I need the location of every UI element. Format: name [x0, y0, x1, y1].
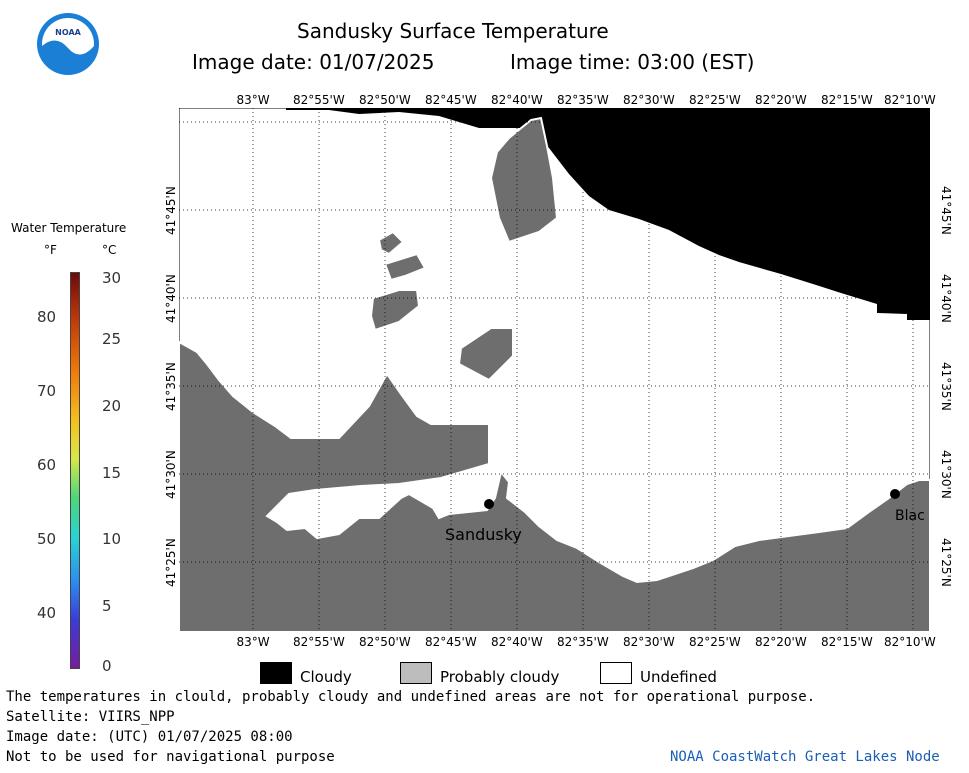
colorbar-f-tick: 70 [37, 382, 57, 400]
satellite-text: Satellite: VIIRS_NPP [6, 709, 175, 725]
page-title: Sandusky Surface Temperature [297, 19, 609, 43]
colorbar-c-tick: 25 [102, 330, 122, 348]
colorbar-f-tick: 80 [37, 308, 57, 326]
lon-label-top: 83°W [236, 93, 270, 107]
colorbar-c-tick: 10 [102, 530, 122, 548]
disclaimer-text: The temperatures in clould, probably clo… [6, 689, 816, 705]
blac-marker [890, 489, 900, 499]
lat-label-right: 41°45'N [939, 185, 953, 235]
colorbar-f-tick: 60 [37, 456, 57, 474]
lon-label-bottom: 82°45'W [425, 635, 477, 649]
lon-label-bottom: 82°25'W [689, 635, 741, 649]
lat-label-right: 41°25'N [939, 537, 953, 587]
lon-label-bottom: 82°15'W [821, 635, 873, 649]
lat-label-right: 41°40'N [939, 273, 953, 323]
lon-label-bottom: 82°40'W [491, 635, 543, 649]
lat-label-left: 41°40'N [164, 273, 178, 323]
lon-label-bottom: 83°W [236, 635, 270, 649]
lon-label-top: 82°20'W [755, 93, 807, 107]
lon-label-top: 82°40'W [491, 93, 543, 107]
legend-label-undefined: Undefined [640, 668, 717, 686]
lon-label-bottom: 82°55'W [293, 635, 345, 649]
lat-label-left: 41°30'N [164, 449, 178, 499]
sandusky-marker [484, 499, 494, 509]
navigation-warning: Not to be used for navigational purpose [6, 749, 335, 765]
colorbar-unit-f: °F [44, 243, 57, 257]
colorbar-f-tick: 50 [37, 530, 57, 548]
lon-label-bottom: 82°50'W [359, 635, 411, 649]
colorbar-c-tick: 30 [102, 269, 122, 287]
colorbar-c-tick: 15 [102, 464, 122, 482]
legend-label-cloudy: Cloudy [300, 668, 352, 686]
probably-cloud-patch [457, 327, 514, 382]
place-label-sandusky: Sandusky [445, 525, 522, 544]
lat-label-right: 41°30'N [939, 449, 953, 499]
place-label-blac: Blac [895, 508, 925, 524]
colorbar [70, 272, 80, 669]
colorbar-f-tick: 40 [37, 604, 57, 622]
lon-label-bottom: 82°35'W [557, 635, 609, 649]
colorbar-c-tick: 20 [102, 397, 122, 415]
image-date-label: Image date: 01/07/2025 [192, 50, 435, 74]
utc-date-text: Image date: (UTC) 01/07/2025 08:00 [6, 729, 293, 745]
lat-label-left: 41°35'N [164, 361, 178, 411]
lon-label-top: 82°15'W [821, 93, 873, 107]
legend-swatch-undefined [600, 662, 632, 684]
lon-label-bottom: 82°10'W [884, 635, 936, 649]
legend-label-probably-cloudy: Probably cloudy [440, 668, 560, 686]
noaa-logo: NOAA [36, 12, 100, 76]
colorbar-unit-c: °C [102, 243, 117, 257]
graticule [179, 108, 930, 632]
colorbar-c-tick: 5 [102, 597, 112, 615]
image-time-label: Image time: 03:00 (EST) [510, 50, 755, 74]
credit-link[interactable]: NOAA CoastWatch Great Lakes Node [670, 749, 940, 765]
map: Sandusky Blac [179, 108, 930, 632]
lat-label-left: 41°25'N [164, 537, 178, 587]
lat-label-right: 41°35'N [939, 361, 953, 411]
logo-text: NOAA [55, 28, 81, 37]
colorbar-title: Water Temperature [11, 221, 127, 235]
lon-label-top: 82°50'W [359, 93, 411, 107]
lon-label-bottom: 82°30'W [623, 635, 675, 649]
lon-label-top: 82°35'W [557, 93, 609, 107]
probably-cloud-patch [489, 116, 559, 244]
lon-label-top: 82°45'W [425, 93, 477, 107]
lon-label-top: 82°10'W [884, 93, 936, 107]
lon-label-top: 82°30'W [623, 93, 675, 107]
colorbar-c-tick: 0 [102, 657, 112, 675]
probably-cloud-patch [383, 252, 427, 282]
lat-label-left: 41°45'N [164, 185, 178, 235]
cloud-region [286, 108, 930, 320]
lon-label-top: 82°25'W [689, 93, 741, 107]
lon-label-bottom: 82°20'W [755, 635, 807, 649]
legend-swatch-probably-cloudy [400, 662, 432, 684]
probably-cloud-patch [369, 289, 421, 332]
lon-label-top: 82°55'W [293, 93, 345, 107]
legend-swatch-cloudy [260, 662, 292, 684]
